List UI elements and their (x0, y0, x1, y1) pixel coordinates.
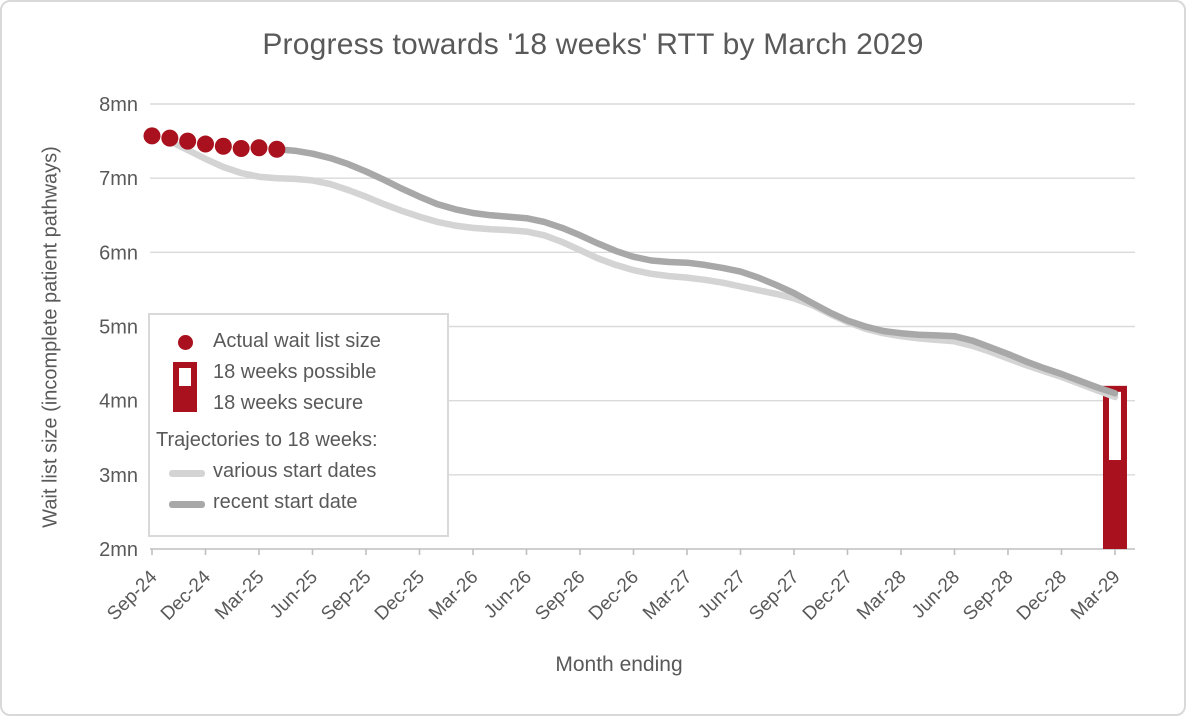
y-tick-label: 2mn (99, 539, 138, 561)
x-tick-label: Dec-24 (157, 566, 215, 624)
trajectory-various-line (166, 137, 1119, 401)
actual-data-point (214, 137, 232, 155)
actual-data-point (143, 127, 161, 145)
x-tick-label: Dec-27 (799, 567, 857, 625)
legend: Actual wait list size 18 weeks possible … (148, 313, 449, 537)
chart-title: Progress towards '18 weeks' RTT by March… (262, 28, 924, 61)
trajectory-recent-line (273, 145, 1119, 397)
recent-line-icon (169, 501, 205, 508)
x-tick-label: Mar-27 (639, 567, 696, 624)
forecast-bar-icon (173, 362, 197, 412)
possible-window-icon (179, 368, 191, 386)
actual-data-point (250, 139, 268, 157)
x-tick-label: Jun-25 (266, 567, 322, 623)
actual-data-point (179, 132, 197, 150)
x-tick-label: Sep-28 (959, 567, 1017, 625)
y-tick-label: 8mn (99, 94, 138, 116)
y-tick-label: 7mn (99, 168, 138, 190)
x-tick-label: Sep-27 (745, 567, 803, 625)
legend-label-recent: recent start date (213, 491, 358, 513)
actual-data-point (196, 135, 214, 153)
y-tick-label: 6mn (99, 242, 138, 264)
legend-label-secure: 18 weeks secure (213, 392, 364, 414)
x-tick-label: Mar-29 (1067, 567, 1124, 624)
x-tick-label: Mar-26 (425, 567, 482, 624)
x-tick-label: Jun-28 (908, 567, 964, 623)
x-tick-label: Dec-26 (585, 567, 643, 625)
x-tick-label: Jun-27 (694, 567, 750, 623)
actual-data-point (232, 140, 250, 158)
x-axis-title: Month ending (555, 653, 683, 676)
legend-label-actual: Actual wait list size (213, 330, 381, 352)
actual-dot-icon (178, 335, 193, 350)
y-tick-label: 3mn (99, 465, 138, 487)
forecast-bar-possible-window (1108, 391, 1121, 461)
x-tick-label: Sep-26 (531, 567, 589, 625)
x-tick-label: Sep-25 (317, 567, 375, 625)
x-tick-label: Sep-24 (103, 566, 161, 624)
y-tick-label: 5mn (99, 317, 138, 339)
legend-label-possible: 18 weeks possible (213, 361, 377, 383)
legend-heading-trajectories: Trajectories to 18 weeks: (156, 429, 378, 451)
various-line-icon (169, 470, 205, 477)
x-tick-label: Dec-25 (371, 567, 429, 625)
actual-data-point (268, 140, 286, 158)
x-tick-label: Mar-28 (853, 567, 910, 624)
legend-label-various: various start dates (213, 460, 377, 482)
x-tick-label: Jun-26 (480, 567, 536, 623)
x-tick-label: Dec-28 (1013, 567, 1071, 625)
actual-data-point (161, 129, 179, 147)
y-tick-label: 4mn (99, 391, 138, 413)
x-tick-label: Mar-25 (211, 567, 268, 624)
